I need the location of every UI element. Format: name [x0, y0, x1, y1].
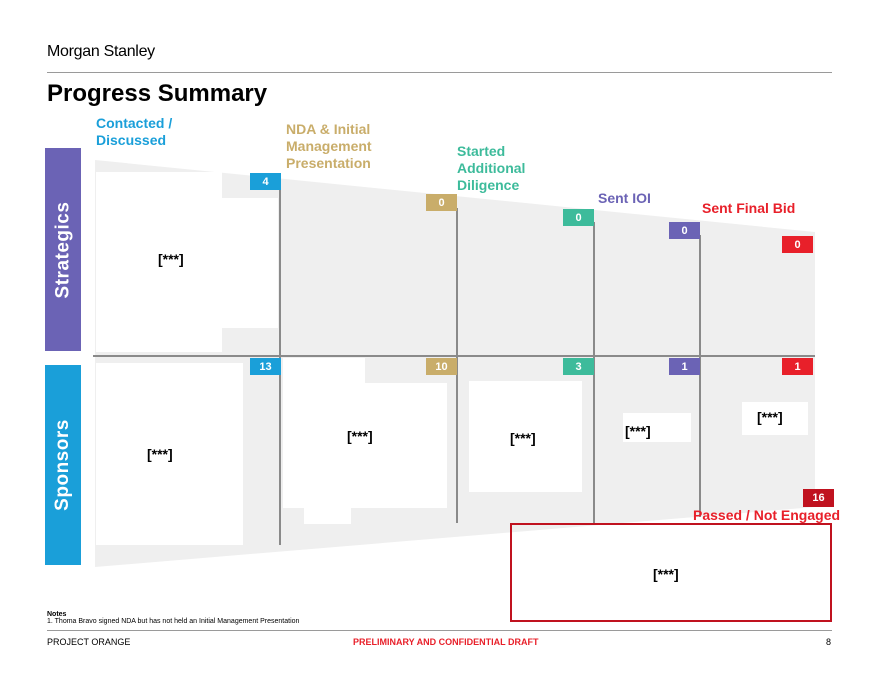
notes-item-1: 1. Thoma Bravo signed NDA but has not he… [47, 618, 300, 625]
sponsors-contacted-placeholder: [***] [147, 446, 173, 462]
row-label-sponsors: Sponsors [45, 365, 81, 565]
sponsors-contacted-box [96, 363, 243, 545]
stage-header-contacted: Contacted / Discussed [96, 115, 173, 148]
sponsors-diligence-placeholder: [***] [510, 430, 536, 446]
footer-rule [47, 630, 832, 631]
stage-header-final-bid: Sent Final Bid [702, 200, 796, 216]
sponsors-nda-box-top [283, 358, 365, 398]
sponsors-final-bid-count: 1 [782, 358, 813, 375]
row-label-strategics: Strategics [45, 148, 81, 351]
column-divider-4 [699, 235, 701, 517]
header-rule [47, 72, 832, 73]
page-title: Progress Summary [47, 80, 268, 107]
column-divider-2 [456, 208, 458, 523]
stage-header-nda: NDA & Initial Management Presentation [286, 121, 372, 171]
strategics-contacted-placeholder: [***] [158, 251, 184, 267]
strategics-ioi-count: 0 [669, 222, 700, 239]
sponsors-nda-placeholder: [***] [347, 428, 373, 444]
sponsors-nda-box [283, 383, 447, 508]
column-divider-3 [593, 222, 595, 525]
page-number: 8 [826, 637, 832, 647]
footer-confidential: PRELIMINARY AND CONFIDENTIAL DRAFT [353, 637, 539, 647]
notes-heading: Notes [47, 611, 67, 618]
strategics-nda-count: 0 [426, 194, 457, 211]
stage-header-diligence: Started Additional Diligence [457, 143, 526, 193]
sponsors-diligence-count: 3 [563, 358, 594, 375]
passed-placeholder: [***] [653, 566, 679, 582]
sponsors-ioi-count: 1 [669, 358, 700, 375]
strategics-contacted-count: 4 [250, 173, 281, 190]
sponsors-diligence-box [469, 381, 582, 492]
sponsors-contacted-count: 13 [250, 358, 281, 375]
sponsors-final-bid-placeholder: [***] [757, 409, 783, 425]
brand-logo: Morgan Stanley [47, 43, 155, 60]
sponsors-ioi-box [623, 413, 691, 442]
sponsors-nda-count: 10 [426, 358, 457, 375]
row-divider [93, 355, 815, 357]
footer-project: PROJECT ORANGE [47, 637, 131, 647]
strategics-diligence-count: 0 [563, 209, 594, 226]
passed-label: Passed / Not Engaged [693, 507, 841, 523]
strategics-contacted-box-ext [96, 198, 278, 328]
sponsors-nda-box-bottom [304, 505, 351, 524]
strategics-final-bid-count: 0 [782, 236, 813, 253]
passed-box [510, 523, 832, 622]
sponsors-ioi-placeholder: [***] [625, 423, 651, 439]
sponsors-final-bid-box [742, 402, 808, 435]
stage-header-ioi: Sent IOI [598, 190, 651, 206]
passed-count: 16 [803, 489, 834, 507]
